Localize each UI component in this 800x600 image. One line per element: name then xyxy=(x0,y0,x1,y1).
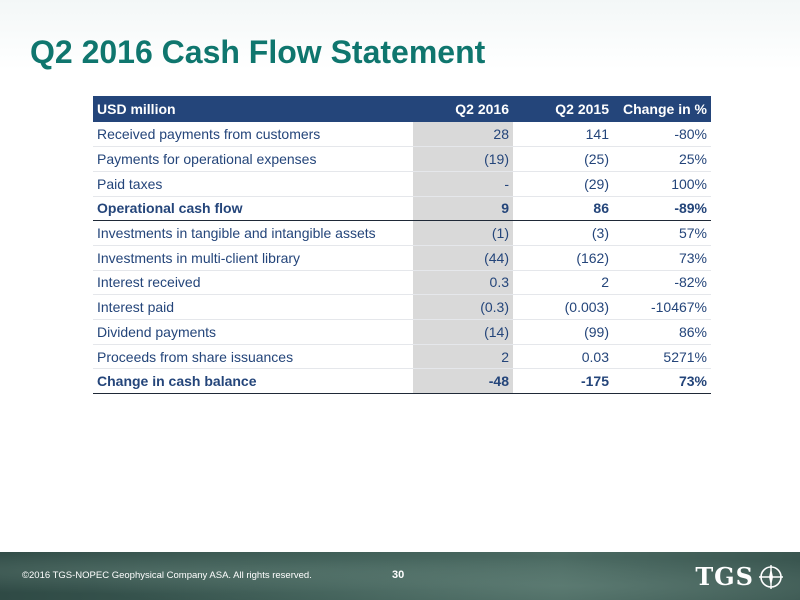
table-total-row: Change in cash balance -48 -175 73% xyxy=(93,368,711,395)
row-label: Investments in multi-client library xyxy=(93,245,413,271)
row-change: -80% xyxy=(613,122,711,148)
row-label: Investments in tangible and intangible a… xyxy=(93,220,413,246)
row-q2-2016: 9 xyxy=(413,195,513,222)
row-q2-2016: (0.3) xyxy=(413,294,513,320)
cash-flow-table-container: USD million Q2 2016 Q2 2015 Change in % … xyxy=(93,96,711,395)
row-label: Change in cash balance xyxy=(93,368,413,395)
table-row: Received payments from customers 28 141 -80… xyxy=(93,122,711,148)
header-q2-2015: Q2 2015 xyxy=(555,101,609,117)
table-row: Proceeds from share issuances 2 0.03 5271% xyxy=(93,344,711,370)
row-change: -89% xyxy=(613,195,711,222)
row-q2-2016: - xyxy=(413,171,513,197)
table-row: Payments for operational expenses (19) (25… xyxy=(93,146,711,172)
table-body: Received payments from customers 28 141 -80… xyxy=(93,122,711,395)
row-q2-2016: 0.3 xyxy=(413,270,513,296)
row-change: 5271% xyxy=(613,344,711,370)
row-label: Dividend payments xyxy=(93,319,413,345)
row-q2-2016: (14) xyxy=(413,319,513,345)
table-row: Paid taxes - (29) 100% xyxy=(93,171,711,197)
cash-flow-table: USD million Q2 2016 Q2 2015 Change in % … xyxy=(93,96,711,395)
row-q2-2015: -175 xyxy=(513,368,613,395)
row-label: Paid taxes xyxy=(93,171,413,197)
page-title: Q2 2016 Cash Flow Statement xyxy=(30,34,486,70)
row-q2-2016: 2 xyxy=(413,344,513,370)
tgs-logo: TGS xyxy=(695,562,784,591)
row-change: 73% xyxy=(613,368,711,395)
row-q2-2015: (25) xyxy=(513,146,613,172)
page-number: 30 xyxy=(392,569,405,581)
table-row: Dividend payments (14) (99) 86% xyxy=(93,319,711,345)
table-row: Investments in multi-client library (44)(… xyxy=(93,245,711,271)
row-q2-2016: (1) xyxy=(413,220,513,246)
row-label: Operational cash flow xyxy=(93,195,413,222)
table-row: Interest paid (0.3) (0.003) -10467% xyxy=(93,294,711,320)
row-change: -10467% xyxy=(613,294,711,320)
table-row: Interest received 0.3 2 -82% xyxy=(93,270,711,296)
row-q2-2016: 28 xyxy=(413,122,513,148)
header-q2-2016: Q2 2016 xyxy=(455,101,509,117)
row-q2-2015: (162) xyxy=(513,245,613,271)
row-change: 25% xyxy=(613,146,711,172)
table-row: Investments in tangible and intangible a… xyxy=(93,220,711,246)
row-q2-2015: (3) xyxy=(513,220,613,246)
table-total-row: Operational cash flow 9 86 -89% xyxy=(93,195,711,222)
footer-copyright: ©2016 TGS-NOPEC Geophysical Company ASA.… xyxy=(22,570,312,581)
row-q2-2016: (19) xyxy=(413,146,513,172)
row-label: Interest paid xyxy=(93,294,413,320)
row-change: 86% xyxy=(613,319,711,345)
row-q2-2016: -48 xyxy=(413,368,513,395)
row-q2-2015: 141 xyxy=(513,122,613,148)
header-usd-million: USD million xyxy=(97,101,176,117)
row-q2-2016: (44) xyxy=(413,245,513,271)
tgs-compass-icon xyxy=(759,564,783,589)
row-change: 100% xyxy=(613,171,711,197)
table-header-row: USD million Q2 2016 Q2 2015 Change in % xyxy=(93,96,711,122)
row-q2-2015: (0.003) xyxy=(513,294,613,320)
row-label: Received payments from customers xyxy=(93,122,413,148)
row-change: 73% xyxy=(613,245,711,271)
row-q2-2015: (99) xyxy=(513,319,613,345)
row-q2-2015: 86 xyxy=(513,195,613,222)
row-q2-2015: 2 xyxy=(513,270,613,296)
row-change: 57% xyxy=(613,220,711,246)
row-label: Payments for operational expenses xyxy=(93,146,413,172)
row-q2-2015: (29) xyxy=(513,171,613,197)
row-change: -82% xyxy=(613,270,711,296)
row-label: Interest received xyxy=(93,270,413,296)
row-label: Proceeds from share issuances xyxy=(93,344,413,370)
header-change-pct: Change in % xyxy=(622,101,707,117)
row-q2-2015: 0.03 xyxy=(513,344,613,370)
logo-text: TGS xyxy=(695,562,754,591)
footer: ©2016 TGS-NOPEC Geophysical Company ASA.… xyxy=(0,552,800,600)
